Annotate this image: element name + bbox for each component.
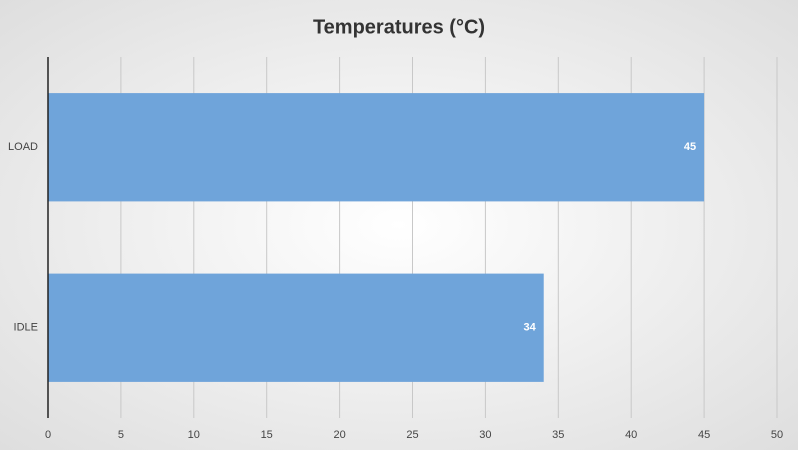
- x-tick-label: 50: [771, 429, 783, 441]
- bar: [48, 273, 544, 382]
- x-tick-label: 45: [698, 429, 710, 441]
- data-label: 45: [684, 141, 696, 153]
- x-tick-label: 10: [188, 429, 200, 441]
- x-tick-label: 15: [261, 429, 273, 441]
- x-tick-label: 0: [45, 429, 51, 441]
- y-tick-label: LOAD: [8, 141, 38, 153]
- x-tick-label: 30: [479, 429, 491, 441]
- x-tick-label: 35: [552, 429, 564, 441]
- x-tick-label: 25: [406, 429, 418, 441]
- chart-title: Temperatures (°C): [313, 16, 485, 38]
- x-tick-label: 5: [118, 429, 124, 441]
- x-tick-label: 40: [625, 429, 637, 441]
- data-label: 34: [523, 322, 536, 334]
- y-tick-label: IDLE: [14, 322, 38, 334]
- x-tick-label: 20: [333, 429, 345, 441]
- bar: [48, 93, 705, 202]
